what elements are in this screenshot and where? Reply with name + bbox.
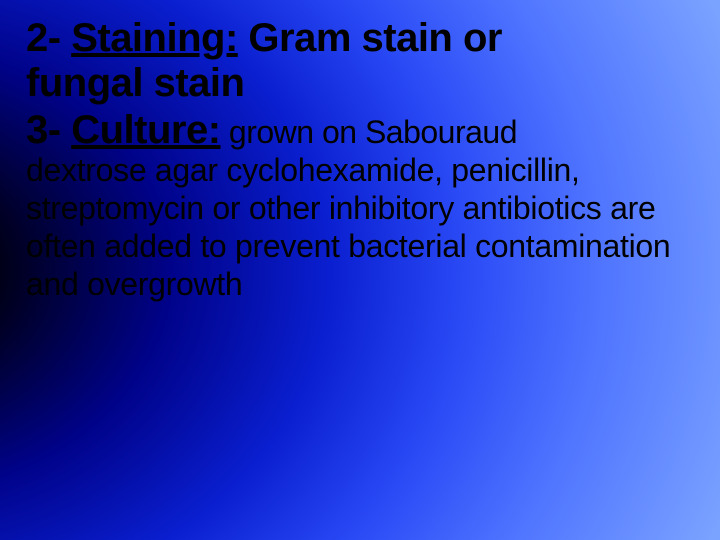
heading-staining-line1: 2- Staining: Gram stain or [26,16,696,61]
body-text: dextrose agar cyclohexamide, penicillin,… [26,152,696,303]
item3-prefix: 3- [26,108,71,152]
heading-culture: 3- Culture: grown on Sabouraud [26,108,696,153]
item3-inline: grown on Sabouraud [221,114,518,150]
slide: 2- Staining: Gram stain or fungal stain … [0,0,720,540]
item2-rest2: fungal stain [26,61,244,105]
item3-label: Culture: [71,108,220,152]
item2-label: Staining: [71,16,238,60]
heading-staining-line2: fungal stain [26,61,696,106]
item2-rest1: Gram stain or [238,16,502,60]
item2-prefix: 2- [26,16,71,60]
